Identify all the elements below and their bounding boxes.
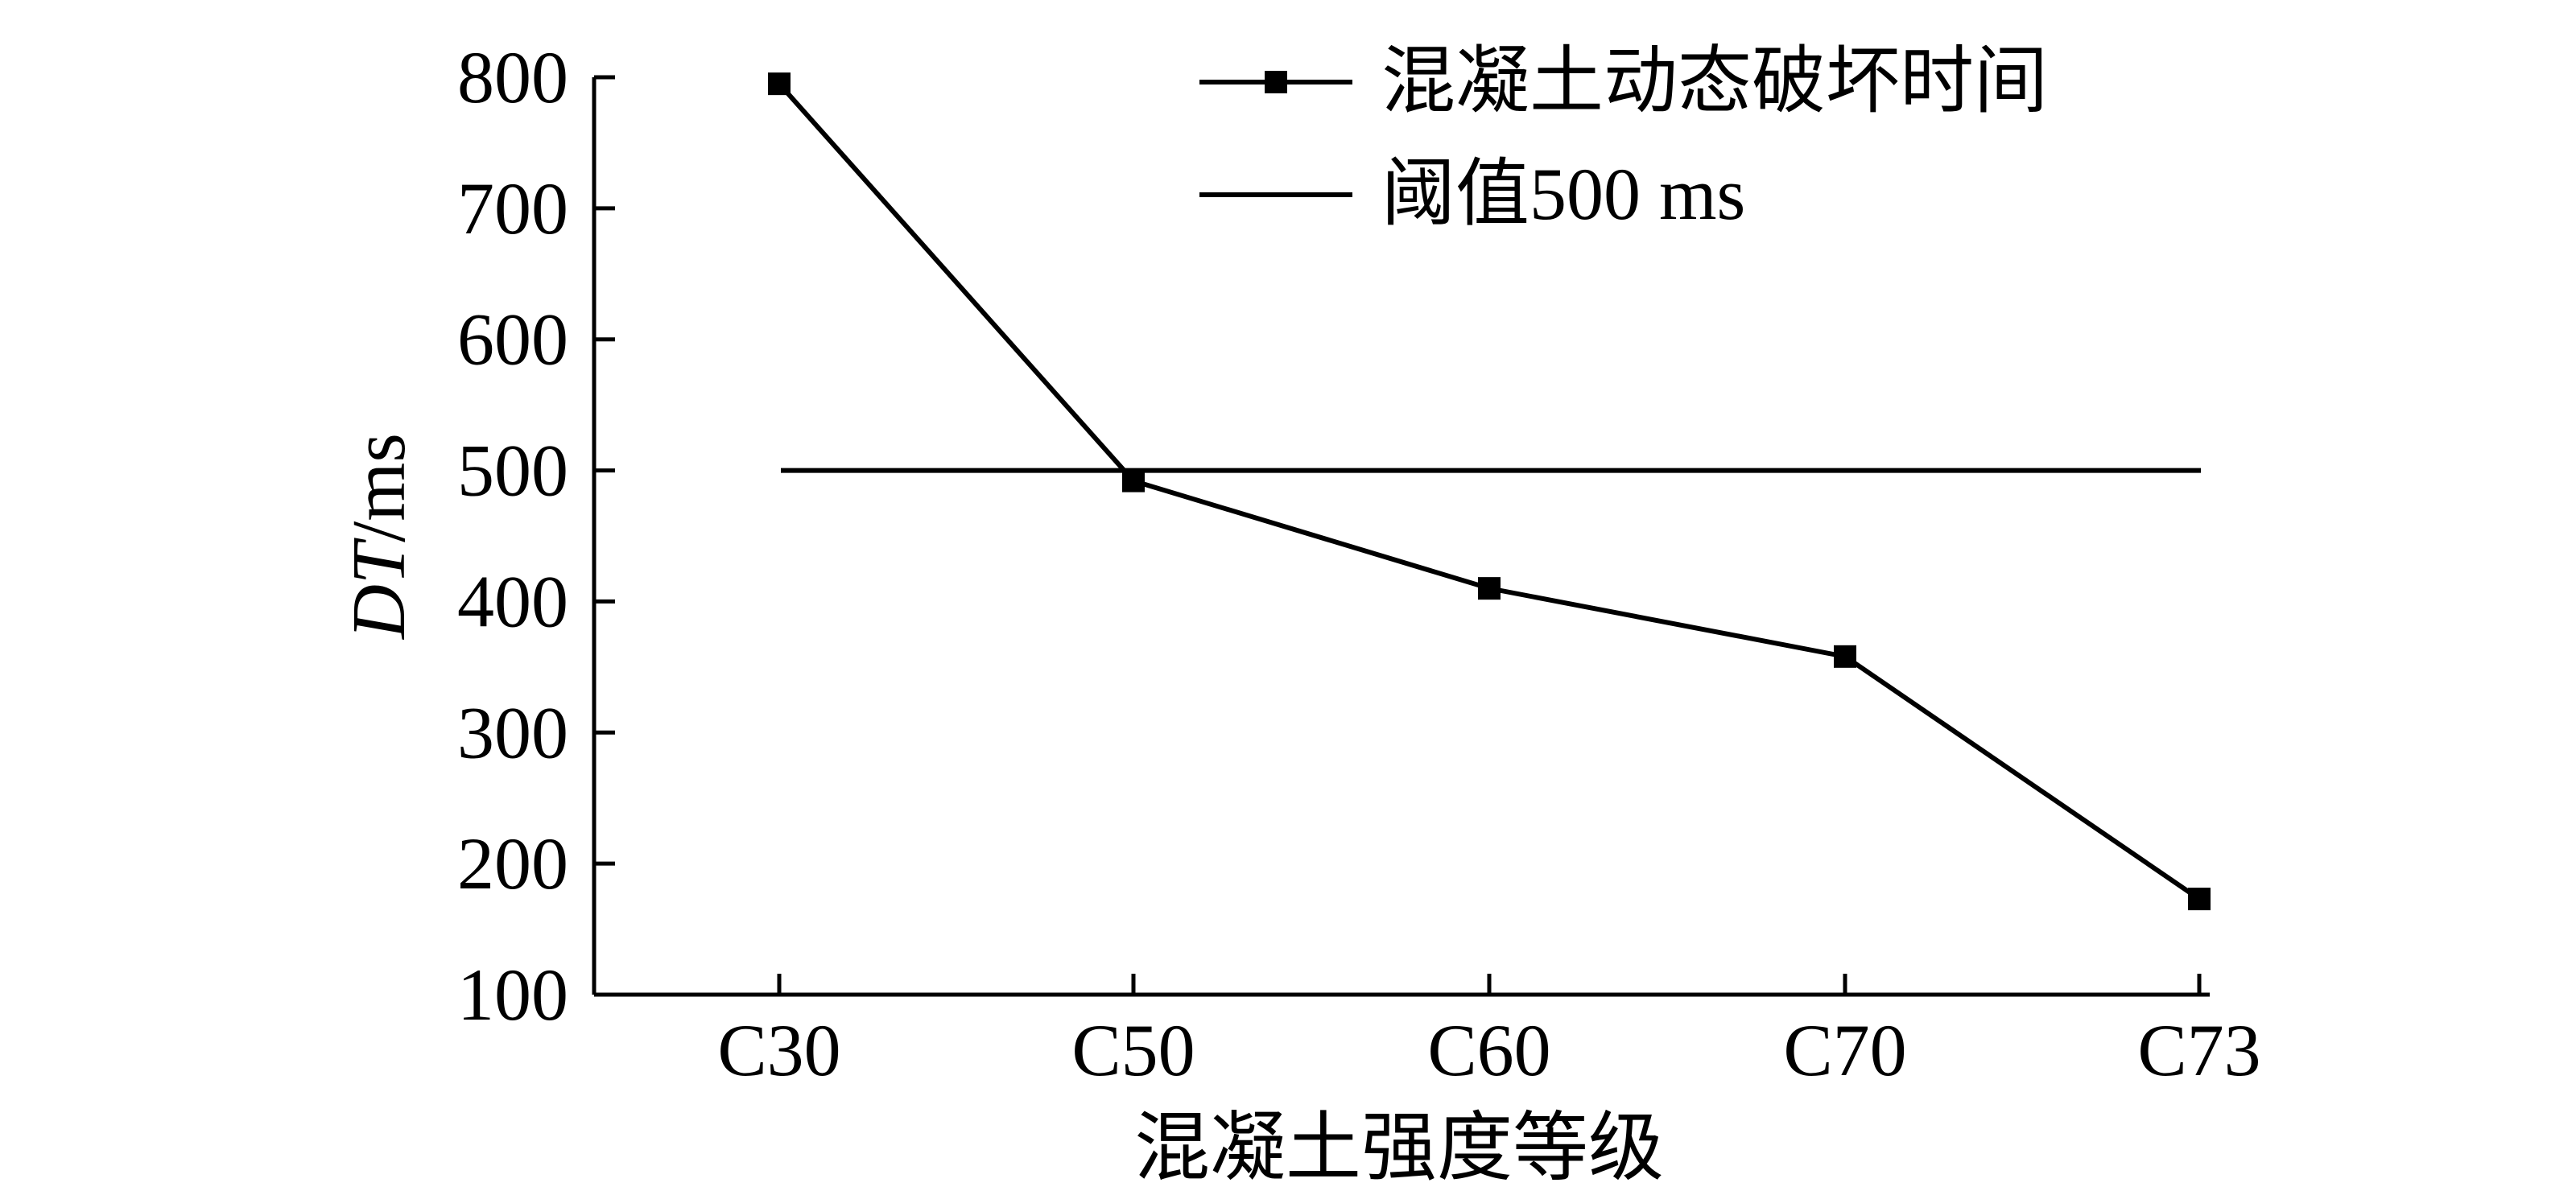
x-tick-label: C60 — [1427, 1009, 1550, 1091]
data-point-marker — [1122, 469, 1145, 492]
y-tick-label: 200 — [457, 822, 568, 905]
y-ticks: 100 200 300 400 500 600 700 800 — [457, 36, 615, 1036]
x-tick-label: C73 — [2137, 1009, 2260, 1091]
data-point-marker — [1834, 645, 1856, 668]
x-axis-title: 混凝土强度等级 — [1134, 1107, 1664, 1190]
y-tick-label: 700 — [457, 167, 568, 249]
y-tick-label: 500 — [457, 430, 568, 512]
series — [768, 72, 2211, 911]
legend-marker-series — [1265, 71, 1287, 93]
x-tick-label: C50 — [1071, 1009, 1195, 1091]
axes — [592, 77, 2210, 997]
data-point-marker — [768, 72, 791, 96]
x-ticks: C30 C50 C60 C70 C73 — [717, 974, 2261, 1091]
y-tick-label: 300 — [457, 691, 568, 773]
legend-label-series: 混凝土动态破坏时间 — [1381, 40, 2048, 122]
y-axis-title-unit: /ms — [337, 433, 421, 542]
legend-label-threshold: 阈值500 ms — [1381, 153, 1745, 235]
y-tick-label: 400 — [457, 560, 568, 642]
y-tick-label: 600 — [457, 299, 568, 381]
data-point-marker — [2188, 888, 2211, 911]
y-tick-label: 800 — [457, 36, 568, 118]
y-axis-title-italic: DT — [337, 538, 421, 641]
x-tick-label: C30 — [717, 1009, 840, 1091]
y-tick-label: 100 — [457, 954, 568, 1036]
x-tick-label: C70 — [1783, 1009, 1906, 1091]
data-point-marker — [1478, 577, 1501, 600]
y-axis-title: DT/ms — [337, 433, 421, 641]
